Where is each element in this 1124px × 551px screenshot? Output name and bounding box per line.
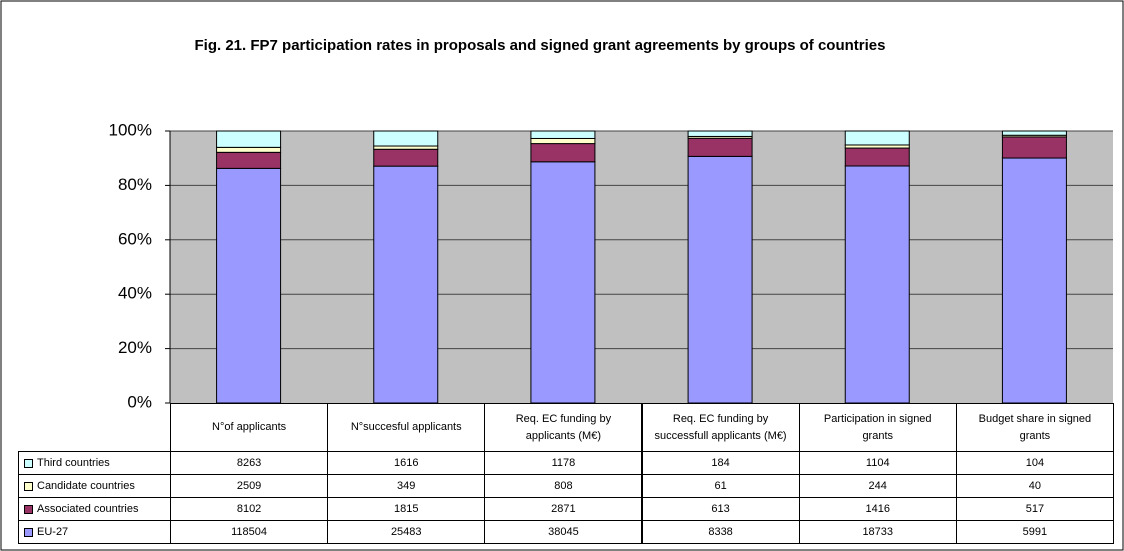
bar-segment [216,167,282,404]
bar-segment [1001,136,1067,159]
bar-segment [1001,130,1067,136]
category-label: Participation in signed grants [798,403,957,452]
bar-segment [530,143,596,163]
bar-segment [530,130,596,139]
legend-label: Third countries [37,456,110,469]
bar-segment [844,147,910,167]
legend-entry: EU-27 [18,520,171,544]
table-value: 1616 [327,451,486,475]
table-value: 38045 [484,520,643,544]
legend-entry: Associated countries [18,497,171,521]
table-value: 8102 [170,497,329,521]
table-value: 5991 [955,520,1114,544]
table-value: 1178 [484,451,643,475]
table-value: 244 [798,474,957,498]
category-label: N°succesful applicants [327,403,486,452]
legend-entry: Third countries [18,451,171,475]
table-value: 613 [641,497,800,521]
bar-segment [530,161,596,404]
category-label: N°of applicants [170,403,329,452]
table-value: 40 [955,474,1114,498]
y-tick-label: 0% [127,392,152,411]
plot-area [170,131,1113,403]
y-tick-label: 80% [118,175,152,194]
legend-swatch [24,527,33,537]
legend-label: Associated countries [37,502,139,515]
table-value: 1815 [327,497,486,521]
bar-segment [687,155,753,404]
table-value: 517 [955,497,1114,521]
bar-segment [373,165,439,404]
table-value: 8263 [170,451,329,475]
legend-label: EU-27 [37,525,69,538]
chart-title: Fig. 21. FP7 participation rates in prop… [194,37,886,54]
bar-segment [687,137,753,157]
table-value: 349 [327,474,486,498]
table-value: 2509 [170,474,329,498]
table-value: 61 [641,474,800,498]
bar-segment [216,146,282,153]
legend-swatch [24,481,33,491]
table-value: 8338 [641,520,800,544]
category-label: Budget share in signed grants [955,403,1114,452]
y-tick-label: 60% [118,229,152,248]
category-label: Req. EC funding by successfull applicant… [641,403,800,452]
bar-segment [530,137,596,145]
table-value: 118504 [170,520,329,544]
y-tick-label: 40% [118,284,152,303]
legend-swatch [24,458,33,468]
table-value: 1416 [798,497,957,521]
legend-swatch [24,504,33,514]
legend-label: Candidate countries [37,479,135,492]
y-tick-label: 20% [118,338,152,357]
bar-segment [1001,157,1067,404]
bar-segment [687,130,753,137]
bar-segment [844,130,910,146]
legend-entry: Candidate countries [18,474,171,498]
bar-segment [373,130,439,147]
table-value: 2871 [484,497,643,521]
category-label: Req. EC funding by applicants (M€) [484,403,643,452]
bar-segment [373,148,439,167]
table-value: 25483 [327,520,486,544]
bar-segment [216,130,282,148]
table-value: 18733 [798,520,957,544]
table-value: 104 [955,451,1114,475]
bar-segment [844,165,910,404]
bar-segment [216,151,282,169]
table-value: 808 [484,474,643,498]
table-value: 184 [641,451,800,475]
table-value: 1104 [798,451,957,475]
y-tick-label: 100% [109,120,152,139]
